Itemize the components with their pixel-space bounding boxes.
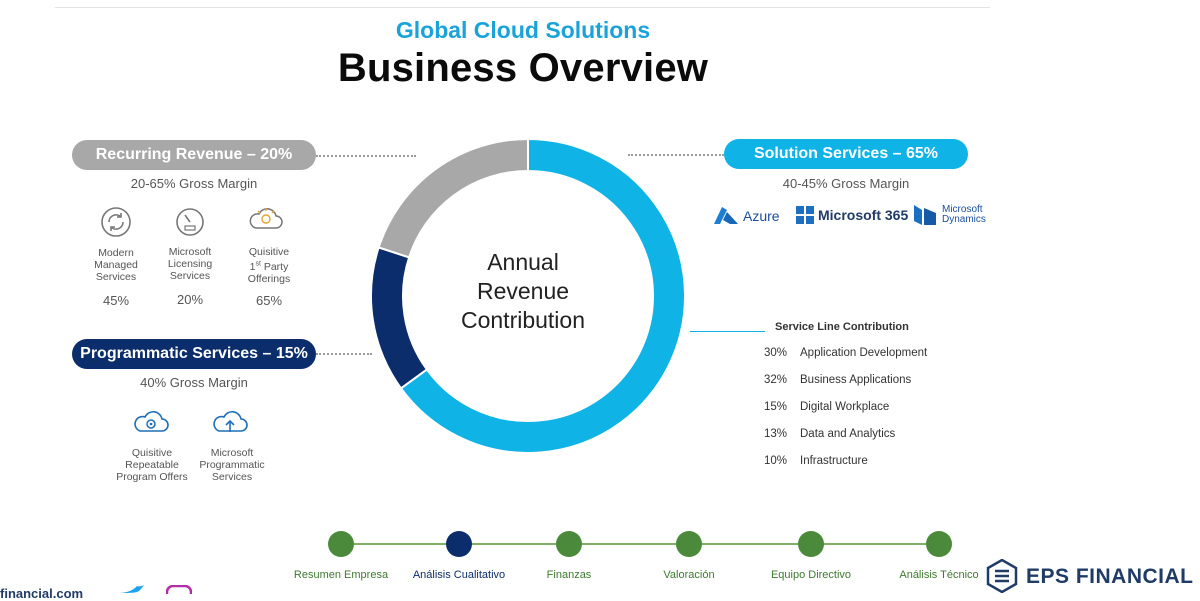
- donut-center-label: Annual Revenue Contribution: [430, 248, 616, 335]
- instagram-icon[interactable]: [166, 585, 192, 594]
- revenue-donut-chart: [370, 137, 686, 454]
- azure-logo: Azure: [713, 206, 780, 226]
- label-line: Services: [95, 271, 137, 283]
- recurring-connector: [316, 155, 416, 157]
- service-name: Business Applications: [800, 374, 912, 386]
- page-title: Business Overview: [337, 46, 709, 90]
- recurring-revenue-pill: Recurring Revenue – 20%: [72, 140, 316, 170]
- donut-segment-recurring-revenue: [377, 137, 529, 259]
- recurring-item-label: Quisitive 1st Party Offerings: [233, 246, 305, 285]
- label-line: Quisitive: [248, 246, 290, 258]
- m365-logo: Microsoft 365: [796, 206, 908, 224]
- service-line-list: 30% Application Development 32% Business A…: [764, 347, 927, 482]
- recurring-item-label: Modern Managed Services: [80, 247, 152, 283]
- list-item: 15% Digital Workplace: [764, 401, 927, 428]
- cloud-gear-icon: [134, 411, 169, 432]
- recurring-item-pct: 65%: [255, 293, 283, 308]
- eps-brand: EPS FINANCIAL: [1026, 565, 1194, 588]
- label-line: Quisitive: [131, 447, 173, 459]
- label-line: Licensing: [167, 258, 213, 270]
- nav-label-6[interactable]: Análisis Técnico: [899, 569, 979, 581]
- label-line: Modern: [98, 247, 134, 259]
- list-item: 32% Business Applications: [764, 374, 927, 401]
- label-line: Microsoft: [210, 447, 254, 459]
- solution-margin: 40-45% Gross Margin: [782, 176, 910, 191]
- label-line: Offerings: [247, 272, 291, 285]
- label-line: Managed: [94, 259, 138, 271]
- label-line: Programmatic: [199, 459, 265, 471]
- solution-connector: [628, 154, 724, 156]
- windows-icon: [796, 206, 814, 224]
- label-line: Services: [211, 471, 253, 483]
- managed-services-icon: [101, 207, 131, 237]
- label-line: 1st Party: [249, 260, 289, 273]
- donut-center-line: Annual: [487, 249, 559, 275]
- list-item: 30% Application Development: [764, 347, 927, 374]
- donut-segment-programmatic-services: [370, 246, 429, 390]
- twitter-icon[interactable]: [117, 585, 147, 594]
- service-pct: 15%: [764, 401, 788, 413]
- page-subtitle: Global Cloud Solutions: [395, 17, 651, 43]
- service-pct: 10%: [764, 455, 788, 467]
- cloud-upload-icon: [213, 411, 248, 432]
- programmatic-item-label: Quisitive Repeatable Program Offers: [110, 447, 194, 483]
- recurring-item-pct: 20%: [176, 292, 204, 307]
- recurring-item-label: Microsoft Licensing Services: [154, 246, 226, 282]
- nav-timeline-line: [341, 543, 939, 545]
- label-line: Repeatable: [125, 459, 179, 471]
- nav-step-5[interactable]: [798, 531, 824, 557]
- dynamics-line: Dynamics: [942, 214, 986, 225]
- cloud-bulb-icon: [249, 208, 283, 229]
- dynamics-icon: [914, 205, 936, 225]
- label-line: Microsoft: [168, 246, 212, 258]
- service-name: Application Development: [800, 347, 928, 359]
- nav-step-1[interactable]: [328, 531, 354, 557]
- dynamics-logo: Microsoft Dynamics: [912, 204, 986, 226]
- dynamics-text: Microsoft Dynamics: [942, 205, 986, 225]
- nav-label-3[interactable]: Finanzas: [546, 569, 592, 581]
- donut-center-line: Revenue: [476, 278, 570, 304]
- nav-label-4[interactable]: Valoración: [663, 569, 715, 581]
- programmatic-item-label: Microsoft Programmatic Services: [190, 447, 274, 483]
- service-pct: 30%: [764, 347, 788, 359]
- donut-segment-solution-services: [399, 137, 686, 454]
- top-divider: [55, 7, 990, 8]
- nav-step-6[interactable]: [926, 531, 952, 557]
- service-line-connector: [690, 331, 765, 332]
- recurring-item-pct: 45%: [102, 293, 130, 308]
- service-line-title: Service Line Contribution: [775, 321, 909, 333]
- m365-text: Microsoft 365: [818, 207, 909, 223]
- list-item: 13% Data and Analytics: [764, 428, 927, 455]
- service-pct: 32%: [764, 374, 788, 386]
- programmatic-services-pill: Programmatic Services – 15%: [72, 339, 316, 369]
- nav-step-4[interactable]: [676, 531, 702, 557]
- azure-icon: [714, 207, 738, 224]
- donut-center-line: Contribution: [460, 307, 586, 333]
- azure-text: Azure: [743, 208, 780, 224]
- nav-step-3[interactable]: [556, 531, 582, 557]
- nav-label-2[interactable]: Análisis Cualitativo: [412, 569, 506, 581]
- eps-logo-icon: [986, 559, 1018, 593]
- recurring-margin: 20-65% Gross Margin: [130, 176, 258, 191]
- service-name: Digital Workplace: [800, 401, 890, 413]
- dynamics-line: Microsoft: [942, 204, 983, 215]
- licensing-meter-icon: [176, 208, 204, 236]
- nav-label-5[interactable]: Equipo Directivo: [770, 569, 852, 581]
- nav-label-1[interactable]: Resumen Empresa: [293, 569, 389, 581]
- service-name: Infrastructure: [800, 455, 868, 467]
- label-line: Program Offers: [116, 471, 188, 483]
- nav-step-2[interactable]: [446, 531, 472, 557]
- service-pct: 13%: [764, 428, 788, 440]
- programmatic-connector: [316, 353, 372, 355]
- programmatic-margin: 40% Gross Margin: [140, 375, 248, 390]
- list-item: 10% Infrastructure: [764, 455, 927, 482]
- label-line: Services: [169, 270, 211, 282]
- service-name: Data and Analytics: [800, 428, 896, 440]
- solution-services-pill: Solution Services – 65%: [724, 139, 968, 169]
